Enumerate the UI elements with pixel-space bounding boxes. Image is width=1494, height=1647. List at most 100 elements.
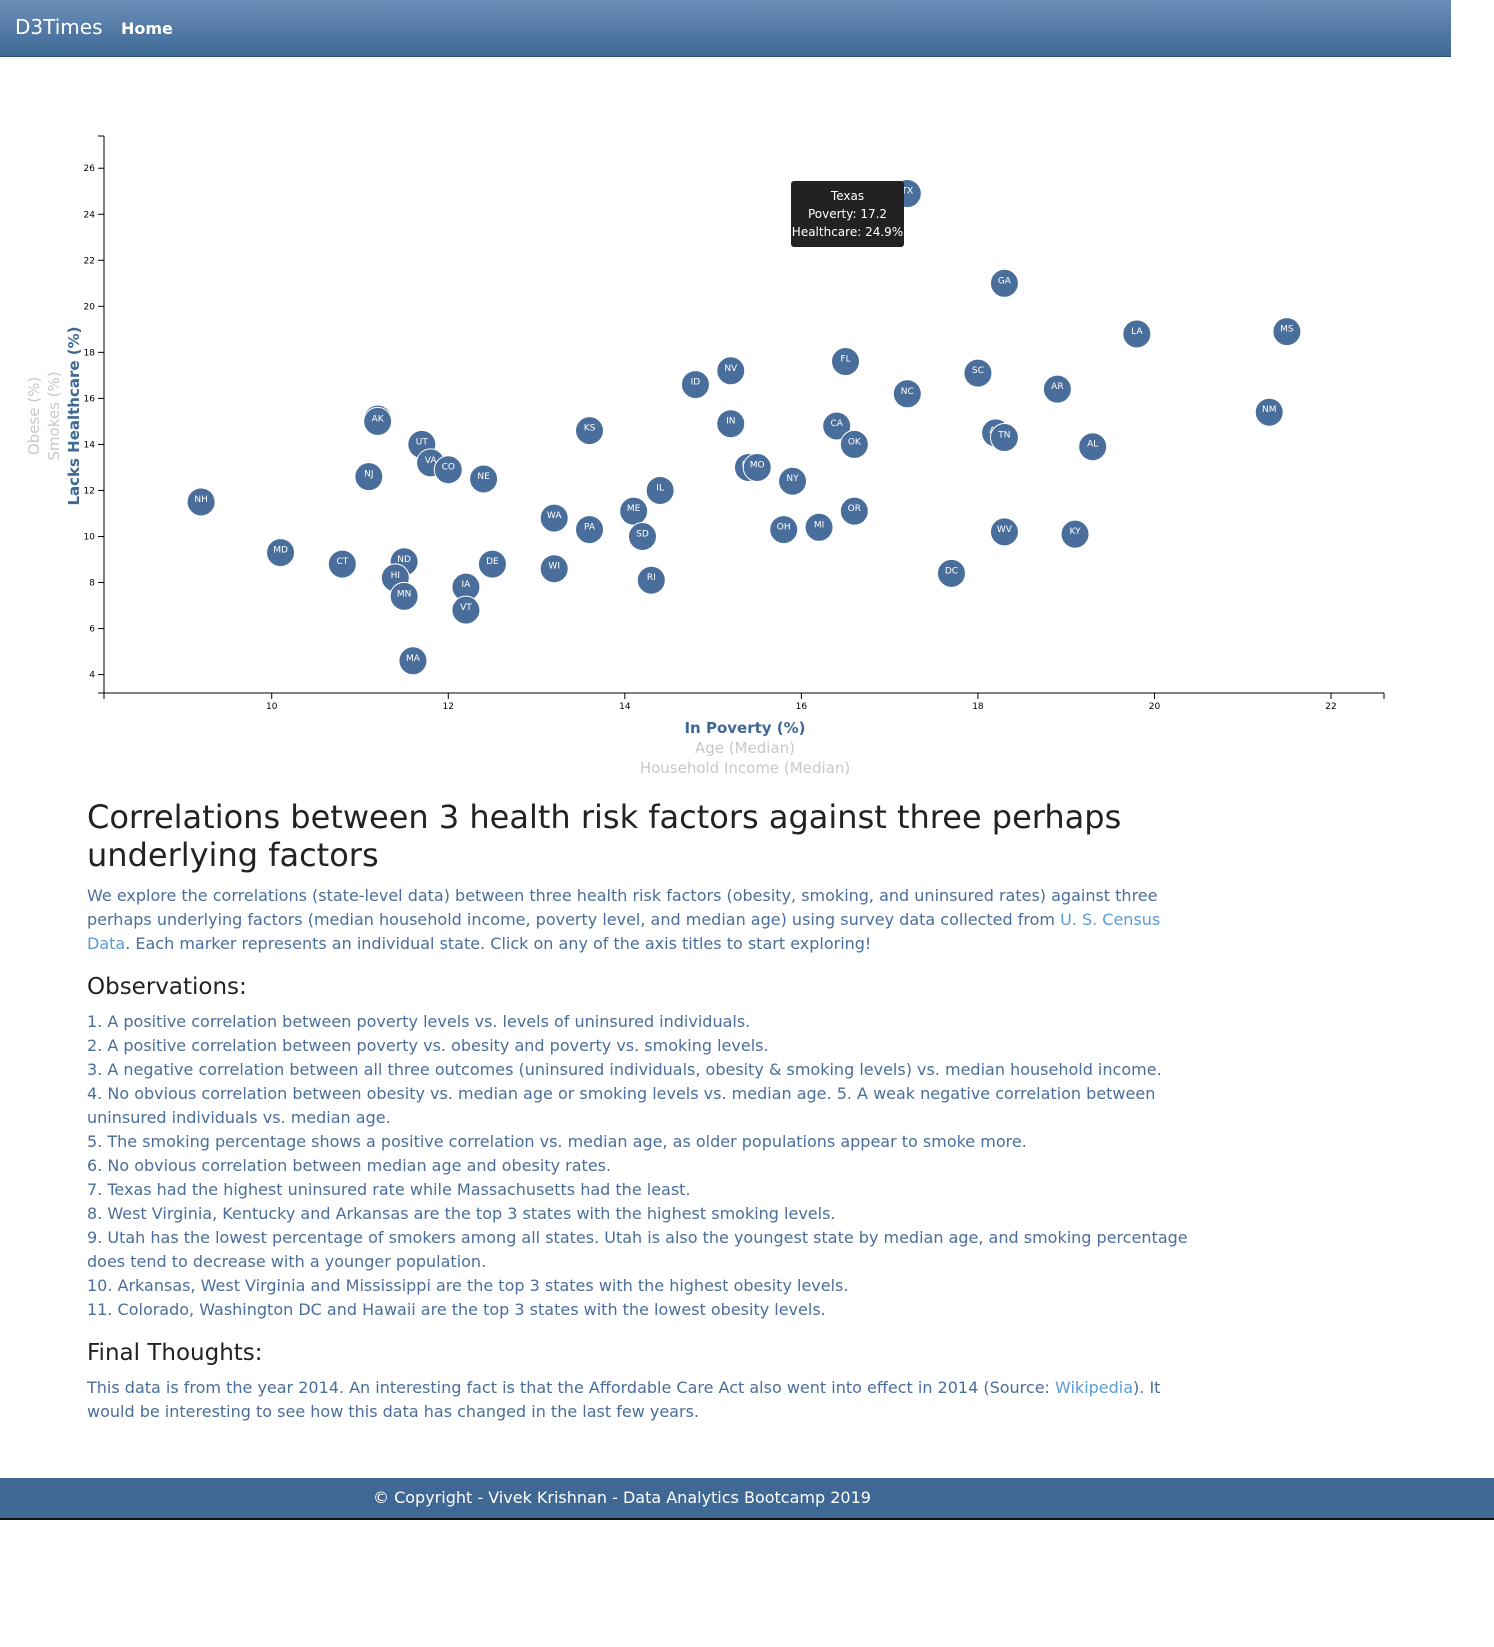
state-marker-wv[interactable]	[989, 517, 1019, 547]
state-marker-mi[interactable]	[804, 512, 834, 542]
state-marker-nc[interactable]	[892, 379, 922, 409]
x-axis-title-age[interactable]: Age (Median)	[695, 739, 795, 757]
article-title: Correlations between 3 health risk facto…	[87, 798, 1122, 874]
state-label-in: IN	[726, 417, 735, 427]
state-marker-la[interactable]	[1122, 319, 1152, 349]
state-marker-sc[interactable]	[963, 358, 993, 388]
state-label-la: LA	[1131, 327, 1143, 337]
state-marker-ok[interactable]	[839, 429, 869, 459]
state-label-al: AL	[1087, 440, 1098, 450]
state-marker-co[interactable]	[433, 455, 463, 485]
state-marker-ma[interactable]	[398, 646, 428, 676]
state-label-ny: NY	[786, 474, 799, 484]
state-marker-de[interactable]	[477, 549, 507, 579]
state-marker-ct[interactable]	[327, 549, 357, 579]
state-marker-pa[interactable]	[575, 515, 605, 545]
copyright-text: © Copyright - Vivek Krishnan - Data Anal…	[373, 1488, 871, 1507]
state-label-nj: NJ	[364, 470, 373, 480]
state-label-ks: KS	[584, 424, 596, 434]
state-label-nv: NV	[724, 364, 738, 374]
state-marker-md[interactable]	[266, 538, 296, 568]
final-thoughts-heading: Final Thoughts:	[87, 1340, 263, 1366]
x-axis-title-poverty[interactable]: In Poverty (%)	[684, 719, 805, 737]
state-marker-mo[interactable]	[742, 452, 772, 482]
state-label-il: IL	[656, 483, 664, 493]
state-marker-in[interactable]	[716, 409, 746, 439]
state-marker-nh[interactable]	[186, 487, 216, 517]
state-label-tn: TN	[997, 431, 1010, 441]
state-label-me: ME	[627, 504, 641, 514]
observations-heading: Observations:	[87, 974, 247, 1000]
state-marker-nm[interactable]	[1254, 397, 1284, 427]
state-label-sd: SD	[636, 529, 649, 539]
state-marker-or[interactable]	[839, 496, 869, 526]
y-axis-title-healthcare[interactable]: Lacks Healthcare (%)	[65, 326, 83, 505]
y-axis-title-obese[interactable]: Obese (%)	[25, 377, 43, 455]
y-tick-label: 10	[84, 532, 96, 542]
state-marker-mn[interactable]	[389, 581, 419, 611]
y-tick-label: 20	[84, 302, 96, 312]
state-marker-dc[interactable]	[936, 558, 966, 588]
state-marker-ky[interactable]	[1060, 519, 1090, 549]
state-label-nc: NC	[901, 387, 914, 397]
state-label-ar: AR	[1051, 382, 1063, 392]
state-label-ri: RI	[647, 573, 656, 583]
chart-axes: 10 12 14 16 18 20 22 4 6 8 10 12 14 16 18 20 22 24 26	[84, 135, 1385, 712]
state-label-hi: HI	[391, 571, 400, 581]
nav-home-link[interactable]: Home	[121, 19, 173, 38]
state-label-ak: AK	[372, 414, 385, 424]
state-marker-al[interactable]	[1078, 432, 1108, 462]
state-label-fl: FL	[840, 355, 850, 365]
list-item: 5. The smoking percentage shows a positi…	[87, 1132, 1027, 1151]
x-tick-label: 16	[796, 702, 808, 712]
y-tick-label: 8	[89, 579, 95, 589]
scatter-chart: 10 12 14 16 18 20 22 4 6 8 10 12 14 16 18 20 22 24 26 TX GA…	[25, 135, 1385, 777]
y-axis-title-smokes[interactable]: Smokes (%)	[45, 371, 63, 460]
chart-points: TXGALAMSFLNVSCIDARNCNMWYAKINCAKSAZTNOKUT…	[186, 179, 1302, 676]
state-marker-ri[interactable]	[636, 565, 666, 595]
y-tick-label: 4	[89, 671, 95, 681]
state-label-pa: PA	[584, 523, 596, 533]
state-marker-id[interactable]	[680, 370, 710, 400]
state-marker-ks[interactable]	[575, 416, 605, 446]
list-item: 1. A positive correlation between povert…	[87, 1012, 751, 1031]
state-marker-nv[interactable]	[716, 356, 746, 386]
state-marker-oh[interactable]	[769, 515, 799, 545]
state-marker-wi[interactable]	[539, 554, 569, 584]
state-label-ne: NE	[477, 472, 490, 482]
tooltip-state: Texas	[830, 189, 865, 203]
brand-logo[interactable]: D3Times	[15, 15, 103, 39]
census-data-link[interactable]: U. S. Census Data	[87, 910, 1161, 953]
state-marker-sd[interactable]	[627, 521, 657, 551]
intro-text-end: . Each marker represents an individual s…	[125, 934, 872, 953]
axis-titles: In Poverty (%) Age (Median) Household In…	[25, 326, 850, 777]
state-marker-ga[interactable]	[989, 268, 1019, 298]
state-marker-ca[interactable]	[822, 411, 852, 441]
state-marker-fl[interactable]	[831, 347, 861, 377]
list-item: 10. Arkansas, West Virginia and Mississi…	[87, 1276, 849, 1295]
final-text: This data is from the year 2014. An inte…	[87, 1378, 1056, 1397]
x-axis-title-income[interactable]: Household Income (Median)	[640, 759, 850, 777]
state-marker-vt[interactable]	[451, 595, 481, 625]
list-item: 3. A negative correlation between all th…	[87, 1060, 1162, 1079]
state-label-oh: OH	[777, 523, 791, 533]
state-marker-ms[interactable]	[1272, 317, 1302, 347]
state-label-ok: OK	[848, 437, 862, 447]
y-tick-label: 6	[89, 625, 95, 635]
state-marker-il[interactable]	[645, 475, 675, 505]
state-marker-ny[interactable]	[778, 466, 808, 496]
state-marker-ar[interactable]	[1042, 374, 1072, 404]
state-label-wa: WA	[547, 511, 562, 521]
state-label-va: VA	[425, 456, 438, 466]
state-marker-wa[interactable]	[539, 503, 569, 533]
state-marker-tn[interactable]	[989, 423, 1019, 453]
list-item: 6. No obvious correlation between median…	[87, 1156, 612, 1175]
wikipedia-link[interactable]: Wikipedia	[1055, 1378, 1134, 1397]
intro-paragraph: We explore the correlations (state-level…	[87, 884, 1207, 956]
observations-list: 1. A positive correlation between povert…	[87, 1010, 1207, 1322]
state-label-ut: UT	[416, 437, 429, 447]
state-marker-ak[interactable]	[363, 406, 393, 436]
state-marker-nj[interactable]	[354, 462, 384, 492]
intro-text: We explore the correlations (state-level…	[87, 886, 1158, 929]
state-marker-ne[interactable]	[469, 464, 499, 494]
